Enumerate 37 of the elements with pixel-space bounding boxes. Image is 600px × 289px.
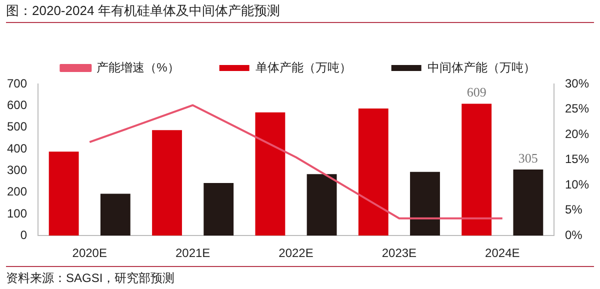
text: 资料来源：SAGSI，研究部预测 (6, 266, 594, 287)
y-tick-label: 0 (20, 228, 28, 242)
y2-tick-label: 25% (564, 102, 590, 116)
y-tick-label: 200 (6, 184, 28, 199)
y2-tick-label: 0% (564, 228, 583, 242)
y-tick-label: 400 (6, 141, 28, 156)
x-tick-label: 2020E (72, 246, 107, 260)
bar (306, 174, 337, 236)
y2-tick-label: 20% (564, 126, 590, 141)
legend-label: 单体产能（万吨） (255, 60, 352, 74)
legend-label: 产能增速（%） (96, 60, 180, 74)
x-tick-label: 2023E (382, 246, 417, 260)
y2-tick-label: 15% (564, 152, 590, 166)
bar (255, 112, 286, 236)
y2-tick-label: 5% (564, 202, 583, 217)
bar (152, 130, 182, 236)
y2-tick-label: 30% (564, 76, 590, 90)
y-tick-label: 600 (6, 98, 28, 112)
bar (100, 194, 130, 236)
bar (513, 170, 544, 236)
data-label: 305 (518, 150, 538, 166)
legend-label: 中间体产能（万吨） (427, 60, 536, 74)
bar (48, 152, 79, 236)
y-tick-label: 300 (6, 162, 28, 177)
bar (358, 108, 388, 236)
y-tick-label: 100 (6, 206, 28, 220)
chart-title: 图：2020-2024 年有机硅单体及中间体产能预测 (6, 2, 594, 23)
x-tick-label: 2021E (175, 246, 210, 260)
y2-tick-label: 10% (564, 177, 590, 192)
bar (462, 104, 492, 236)
x-tick-label: 2024E (485, 246, 520, 260)
bar (410, 172, 440, 236)
x-tick-label: 2022E (278, 246, 314, 260)
bar (204, 182, 234, 236)
y-tick-label: 700 (6, 76, 28, 90)
y-tick-label: 500 (6, 120, 28, 134)
data-label: 609 (466, 84, 486, 100)
